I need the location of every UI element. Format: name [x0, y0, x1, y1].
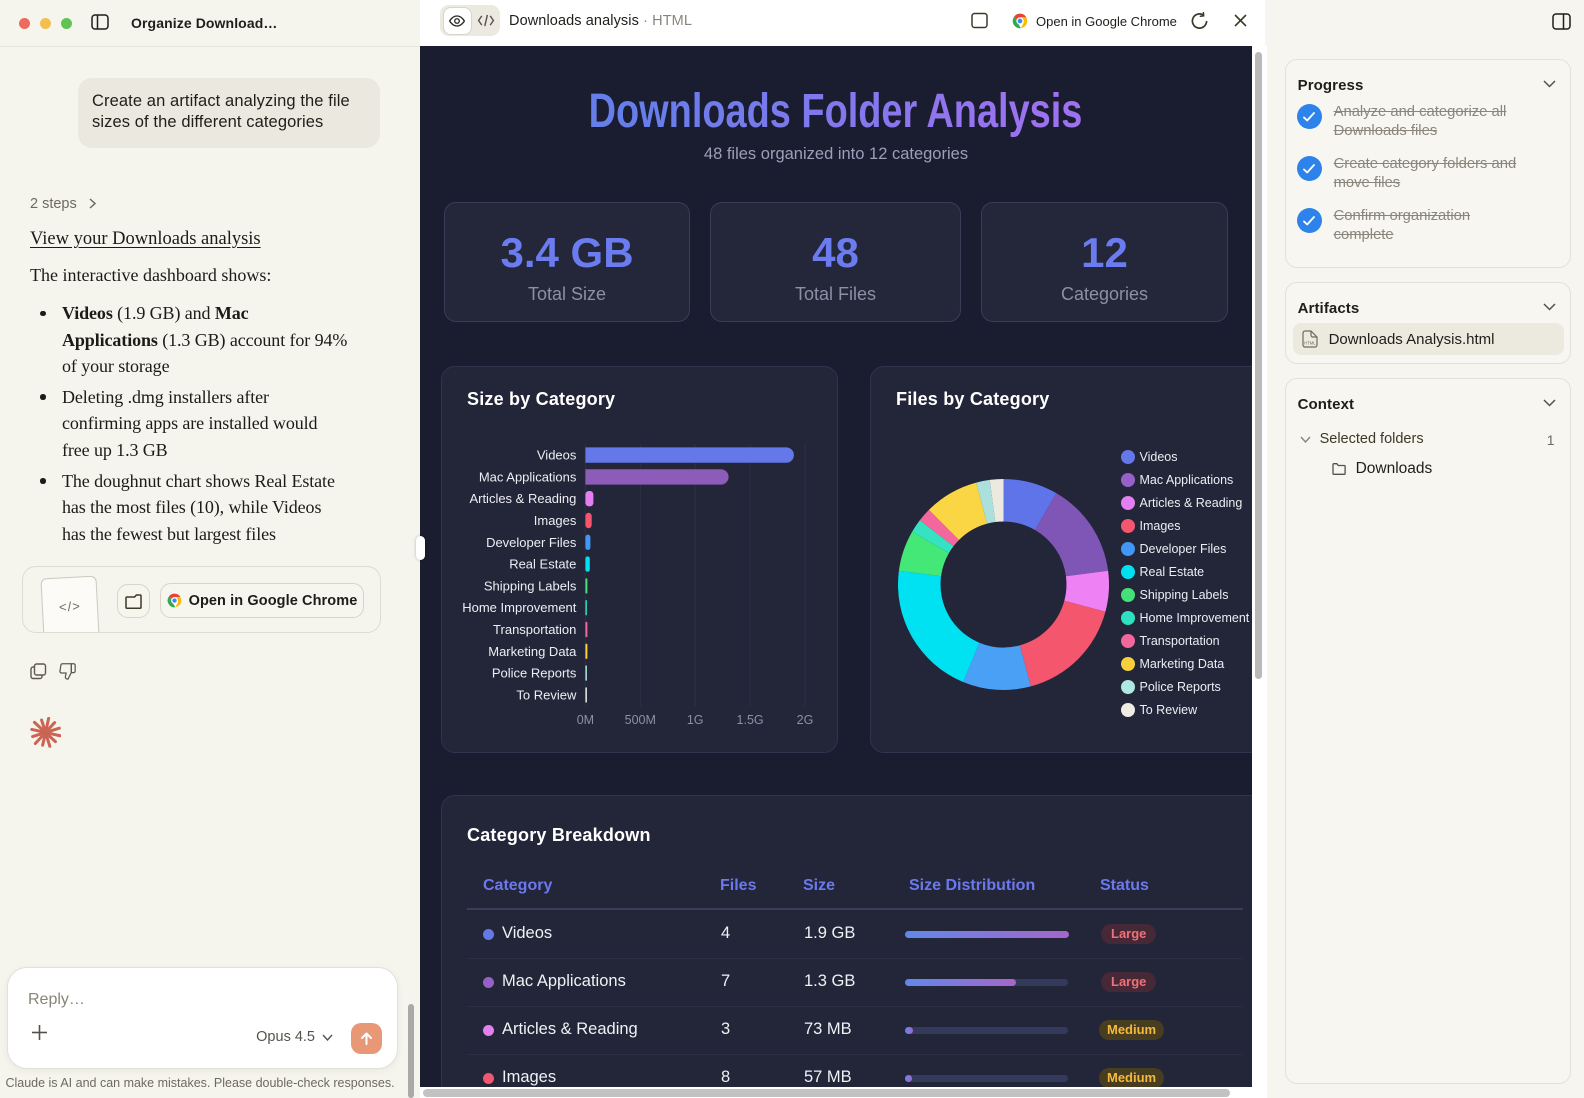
svg-text:Images: Images	[534, 513, 577, 528]
svg-text:Marketing Data: Marketing Data	[488, 644, 577, 659]
svg-text:500M: 500M	[625, 713, 656, 727]
svg-text:1.5G: 1.5G	[737, 713, 764, 727]
svg-text:HTML: HTML	[1304, 341, 1316, 346]
svg-text:To Review: To Review	[516, 687, 577, 702]
svg-text:Articles & Reading: Articles & Reading	[469, 491, 576, 506]
svg-text:Transportation: Transportation	[493, 622, 576, 637]
svg-text:Mac Applications: Mac Applications	[479, 469, 577, 484]
svg-text:2G: 2G	[797, 713, 814, 727]
svg-text:Videos: Videos	[537, 448, 577, 463]
svg-text:Police Reports: Police Reports	[492, 666, 577, 681]
svg-text:1G: 1G	[687, 713, 704, 727]
svg-text:Home Improvement: Home Improvement	[462, 600, 577, 615]
svg-text:Developer Files: Developer Files	[486, 535, 577, 550]
svg-text:Shipping Labels: Shipping Labels	[484, 578, 577, 593]
svg-text:0M: 0M	[577, 713, 594, 727]
svg-text:Real Estate: Real Estate	[509, 557, 576, 572]
